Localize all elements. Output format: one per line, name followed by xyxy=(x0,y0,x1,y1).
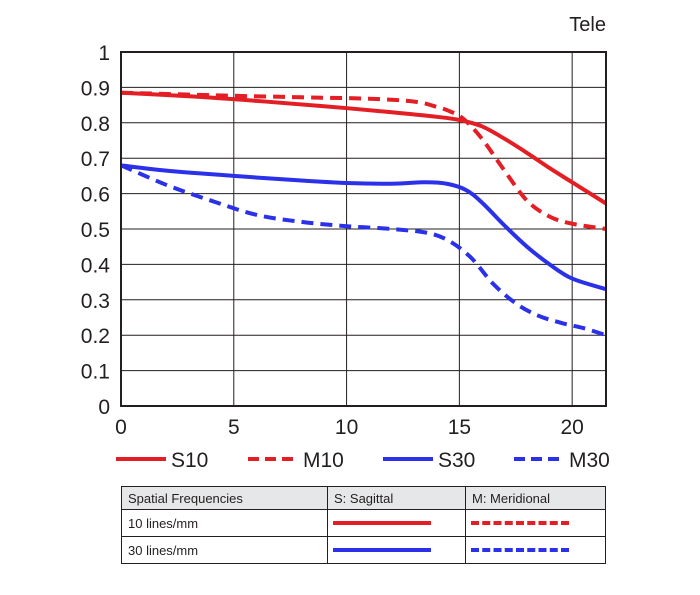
plot-frame xyxy=(120,51,607,407)
sagittal-30-sample-line xyxy=(333,548,431,552)
legend-label-m30: M30 xyxy=(569,449,610,472)
x-tick-label: 20 xyxy=(560,416,583,439)
series-line-s10 xyxy=(120,90,608,206)
y-tick-label: 1 xyxy=(98,42,110,65)
x-tick-label: 15 xyxy=(448,416,471,439)
plot-border xyxy=(120,51,607,407)
series-line-m30 xyxy=(120,163,607,338)
x-tick-label: 5 xyxy=(228,416,240,439)
table-header-row: Spatial Frequencies S: Sagittal M: Merid… xyxy=(121,486,606,510)
table-row-label: 30 lines/mm xyxy=(121,536,328,564)
corner-label: Tele xyxy=(569,14,606,36)
sagittal-10-sample-line xyxy=(333,521,431,525)
legend-label-s30: S30 xyxy=(438,449,475,472)
y-tick-label: 0.4 xyxy=(81,254,111,277)
legend-label-m10: M10 xyxy=(303,449,344,472)
series-layer xyxy=(120,90,608,338)
y-tick-label: 0.5 xyxy=(81,219,110,242)
mtf-chart: Tele 00.10.20.30.40.50.60.70.80.910 5 10 15… xyxy=(81,14,610,472)
series-line-m10 xyxy=(120,90,607,231)
meridional-30-sample-line xyxy=(471,548,569,552)
table-row: 10 lines/mm xyxy=(121,509,606,537)
legend: S10 M10 S30 M30 xyxy=(116,449,610,472)
table-row-label: 10 lines/mm xyxy=(121,509,328,537)
y-tick-label: 0.9 xyxy=(81,77,110,100)
y-tick-label: 0.8 xyxy=(81,113,110,136)
series-line-s30 xyxy=(120,163,607,292)
table-header-meridional: M: Meridional xyxy=(465,486,606,510)
spatial-frequency-table: Spatial Frequencies S: Sagittal M: Merid… xyxy=(121,486,606,564)
x-tick-label: 0 xyxy=(115,416,127,439)
y-tick-label: 0.6 xyxy=(81,184,110,207)
meridional-10-sample-line xyxy=(471,521,569,525)
y-tick-label: 0 xyxy=(98,396,110,419)
y-tick-label: 0.2 xyxy=(81,325,110,348)
legend-label-s10: S10 xyxy=(171,449,208,472)
table-header-frequency: Spatial Frequencies xyxy=(121,486,328,510)
table-header-sagittal: S: Sagittal xyxy=(327,486,466,510)
x-tick-label: 10 xyxy=(335,416,358,439)
tick-labels: 00.10.20.30.40.50.60.70.80.910 5 10 15 20 xyxy=(81,42,584,439)
y-tick-label: 0.1 xyxy=(81,361,110,384)
y-tick-label: 0.7 xyxy=(81,148,110,171)
table-row: 30 lines/mm xyxy=(121,536,606,564)
y-tick-label: 0.3 xyxy=(81,290,110,313)
